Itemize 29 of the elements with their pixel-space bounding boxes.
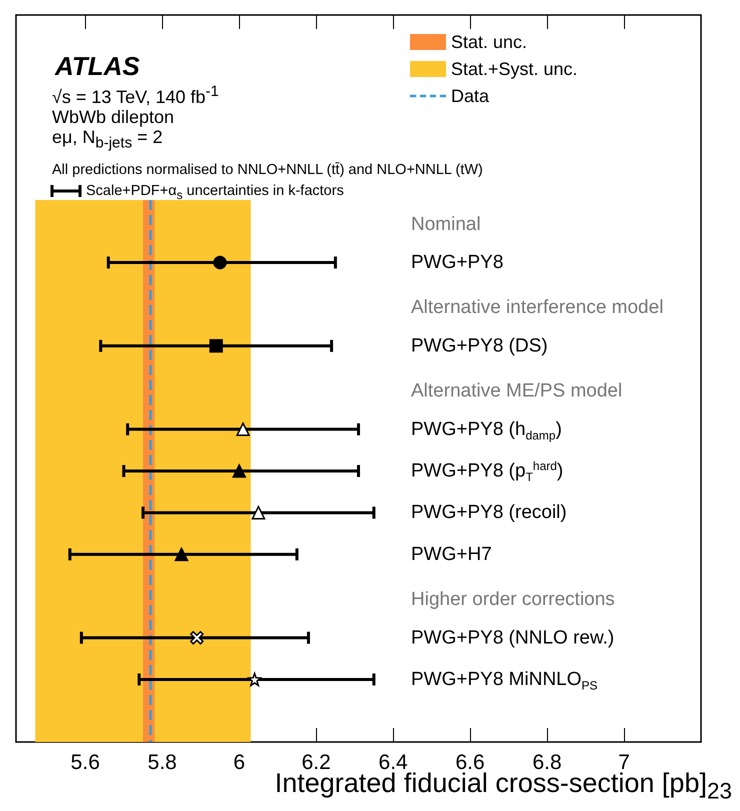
annotation: Scale+PDF+α$_{s}$ uncertainties in k-factors	[86, 182, 344, 202]
point	[209, 339, 223, 353]
annotation: Alternative ME/PS model	[411, 380, 622, 402]
point	[232, 464, 246, 478]
text: All predictions normalised to NNLO+NNLL (tt̄) and NLO+NNLL (tW)	[52, 160, 483, 180]
annotation: Nominal	[411, 214, 481, 235]
text: eμ, N$_{b-jets}$ = 2	[52, 127, 164, 154]
legend-label: Stat. unc.	[451, 32, 528, 52]
x-tick-label: 6	[233, 751, 246, 774]
x-tick-label: 5.8	[148, 751, 177, 774]
y-tick-label: PWG+PY8	[411, 252, 504, 274]
point	[252, 506, 266, 520]
y-tick-label: PWG+PY8 (DS)	[411, 335, 548, 356]
point	[190, 631, 204, 645]
text: √s = 13 TeV, 140 fb$^{-1}$	[52, 83, 219, 107]
y-tick-label: PWG+PY8 (NNLO rew.)	[411, 627, 614, 648]
y-tick-label: PWG+PY8 (recoil)	[411, 502, 567, 524]
annotation: Alternative interference model	[411, 297, 664, 318]
text: WbWb dilepton	[52, 107, 176, 127]
point	[248, 672, 262, 686]
y-tick-label: PWG+H7	[411, 544, 492, 565]
chart-title: ATLAS	[54, 51, 140, 81]
point	[236, 422, 250, 436]
x-tick-label: 5.6	[70, 751, 100, 774]
point	[213, 256, 227, 270]
annotation: Higher order corrections	[411, 589, 615, 610]
point	[174, 548, 188, 562]
legend-label: Data	[451, 86, 490, 106]
legend-label: Stat.+Syst. unc.	[451, 59, 578, 79]
